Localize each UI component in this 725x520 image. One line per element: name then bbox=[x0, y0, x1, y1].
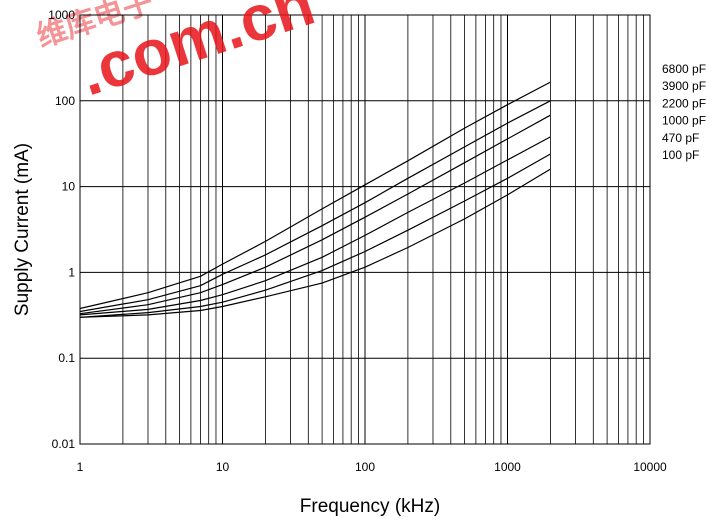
series-line-6 bbox=[79, 168, 551, 318]
legend-label: 100 pF bbox=[662, 148, 699, 162]
legend-label: 470 pF bbox=[662, 131, 699, 145]
y-tick-labels: 0.01 0.1 1 10 100 1000 bbox=[48, 8, 75, 451]
x-axis-title: Frequency (kHz) bbox=[300, 496, 440, 517]
plot-frame bbox=[79, 14, 651, 445]
series-line-3 bbox=[79, 114, 551, 315]
x-tick-labels: 1 10 100 1000 10000 bbox=[77, 460, 667, 474]
legend-label: 2200 pF bbox=[662, 96, 706, 110]
y-tick-label: 10 bbox=[62, 180, 76, 194]
legend: 6800 pF 3900 pF 2200 pF 1000 pF 470 pF 100 pF bbox=[662, 62, 706, 162]
x-tick-label: 100 bbox=[355, 460, 375, 474]
series-line-5 bbox=[79, 153, 551, 318]
x-tick-label: 10 bbox=[216, 460, 230, 474]
x-tick-label: 1 bbox=[77, 460, 84, 474]
y-tick-label: 1 bbox=[68, 265, 75, 279]
x-tick-label: 1000 bbox=[494, 460, 521, 474]
legend-label: 3900 pF bbox=[662, 79, 706, 93]
y-tick-label: 1000 bbox=[48, 8, 75, 22]
legend-label: 1000 pF bbox=[662, 114, 706, 128]
data-series-lines bbox=[79, 81, 551, 318]
x-tick-label: 10000 bbox=[633, 460, 667, 474]
series-line-4 bbox=[79, 136, 551, 316]
series-line-1 bbox=[79, 81, 551, 310]
y-tick-label: 0.1 bbox=[58, 351, 75, 365]
series-line-2 bbox=[79, 100, 551, 313]
minor-gridlines bbox=[122, 15, 644, 444]
y-tick-label: 0.01 bbox=[52, 437, 76, 451]
legend-label: 6800 pF bbox=[662, 62, 706, 76]
y-axis-title: Supply Current (mA) bbox=[12, 143, 33, 316]
y-tick-label: 100 bbox=[55, 94, 75, 108]
